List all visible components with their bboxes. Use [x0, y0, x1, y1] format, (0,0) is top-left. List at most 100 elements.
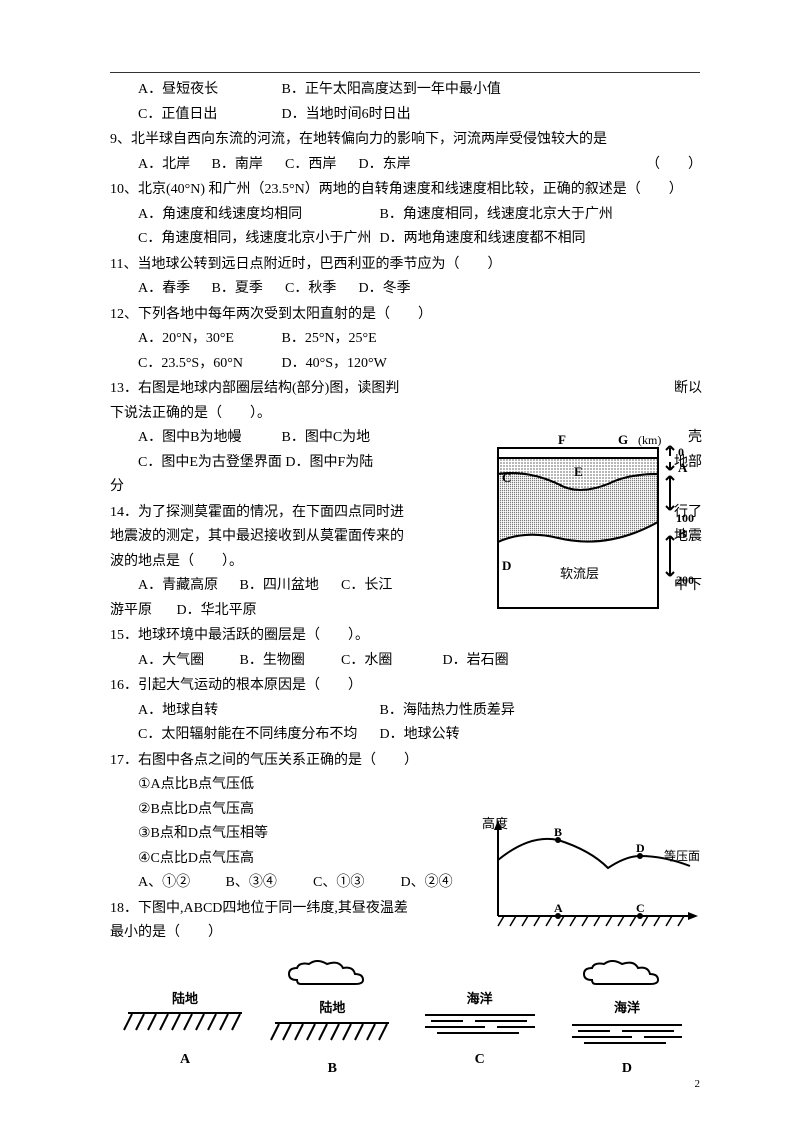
q15-d: D．岩石圈	[443, 653, 509, 668]
q10-d: D．两地角速度和线速度都不相同	[380, 231, 586, 246]
svg-text:E: E	[574, 464, 583, 479]
panel-b-label: 陆地	[267, 997, 397, 1020]
q13-stem-l2: 下说法正确的是（ ）。	[110, 402, 702, 427]
q11-b: B．夏季	[212, 277, 282, 302]
q10-c: C．角速度相同，线速度北京小于广州	[138, 227, 376, 252]
question-10: 10、北京(40°N) 和广州（23.5°N）两地的自转角速度和线速度相比较，正…	[110, 178, 702, 252]
opt-a: A．昼短夜长	[138, 78, 278, 103]
q14-d: D．华北平原	[177, 603, 257, 618]
q9-b: B．南岸	[212, 153, 282, 178]
panel-a: 陆地 A	[120, 960, 250, 1082]
q9-a: A．北岸	[138, 153, 208, 178]
question-body: A．昼短夜长 B．正午太阳高度达到一年中最小值 C．正值日出 D．当地时间6时日…	[110, 78, 702, 1082]
opt-d: D．当地时间6时日出	[282, 103, 422, 128]
question-11: 11、当地球公转到远日点附近时，巴西利亚的季节应为（ ） A．春季 B．夏季 C…	[110, 253, 702, 302]
panel-d-letter: D	[562, 1057, 692, 1082]
question-9: 9、北半球自西向东流的河流，在地转偏向力的影响下，河流两岸受侵蚀较大的是 A．北…	[110, 128, 702, 177]
panel-d: 海洋 D	[562, 960, 692, 1082]
question-15: 15．地球环境中最活跃的圈层是（ ）。 A．大气圈 B．生物圈 C．水圈 D．岩…	[110, 624, 702, 673]
svg-text:F: F	[558, 432, 566, 447]
earth-layers-diagram: 软流层 F G (km) C E D 0 A 100 B 200	[488, 426, 706, 614]
panel-a-letter: A	[120, 1048, 250, 1073]
svg-text:等压面: 等压面	[664, 849, 700, 863]
q15-stem: 15．地球环境中最活跃的圈层是（ ）。	[110, 624, 702, 649]
svg-text:A: A	[678, 460, 688, 475]
panel-b: 陆地 B	[267, 960, 397, 1082]
q12-d: D．40°S，120°W	[282, 356, 387, 371]
q14-a: A．青藏高原	[138, 574, 236, 599]
q9-d: D．东岸	[359, 153, 429, 178]
q12-c: C．23.5°S，60°N	[138, 352, 278, 377]
svg-text:(km): (km)	[638, 433, 661, 447]
cloud-icon	[562, 960, 692, 988]
q13-b: B．图中C为地	[282, 430, 371, 445]
q16-c: C．太阳辐射能在不同纬度分布不均	[138, 723, 376, 748]
q11-a: A．春季	[138, 277, 208, 302]
q13-c: C．图中E为古登堡界面	[138, 451, 282, 476]
q14-b: B．四川盆地	[240, 574, 338, 599]
q9-stem: 9、北半球自西向东流的河流，在地转偏向力的影响下，河流两岸受侵蚀较大的是	[110, 128, 702, 153]
question-12: 12、下列各地中每年两次受到太阳直射的是（ ） A．20°N，30°E B．25…	[110, 303, 702, 377]
svg-text:B: B	[554, 825, 562, 839]
panel-d-label: 海洋	[562, 997, 692, 1020]
q10-b: B．角速度相同，线速度北京大于广州	[380, 207, 613, 222]
q14-c: C．长江	[341, 578, 392, 593]
q9-c: C．西岸	[285, 153, 355, 178]
q14-c2: 游平原	[110, 603, 152, 618]
q9-paren: （ ）	[646, 153, 702, 178]
q17-b: B、③④	[226, 871, 310, 896]
q16-d: D．地球公转	[380, 727, 460, 742]
q12-b: B．25°N，25°E	[282, 331, 377, 346]
panel-row: 陆地 A 陆地	[110, 960, 702, 1082]
q14-l2: 地震波的测定，其中最迟接收到从莫霍面传来的	[110, 525, 404, 550]
q16-a: A．地球自转	[138, 699, 376, 724]
q17-a: A、①②	[138, 871, 222, 896]
hatch-icon	[120, 1012, 250, 1036]
svg-text:G: G	[618, 432, 628, 447]
q17-d: D、②④	[401, 875, 453, 890]
svg-text:B: B	[678, 526, 687, 541]
q11-c: C．秋季	[285, 277, 355, 302]
cloud-icon	[267, 960, 397, 988]
svg-text:A: A	[554, 901, 563, 915]
q15-b: B．生物圈	[240, 649, 338, 674]
page-number: 2	[695, 1075, 701, 1094]
q16-b: B．海陆热力性质差异	[380, 703, 515, 718]
question-16: 16．引起大气运动的根本原因是（ ） A．地球自转 B．海陆热力性质差异 C．太…	[110, 674, 702, 748]
q13-d: D．图中F为陆	[285, 455, 373, 470]
panel-b-letter: B	[267, 1057, 397, 1082]
svg-text:高度: 高度	[482, 816, 508, 831]
q11-d: D．冬季	[359, 277, 429, 302]
svg-text:100: 100	[676, 511, 694, 525]
q15-c: C．水圈	[341, 649, 439, 674]
hatch-icon	[267, 1022, 397, 1046]
q17-stem: 17．右图中各点之间的气压关系正确的是（ ）	[110, 749, 702, 774]
opt-b: B．正午太阳高度达到一年中最小值	[282, 78, 501, 103]
panel-c-label: 海洋	[415, 988, 545, 1011]
water-icon	[415, 1012, 545, 1036]
svg-text:D: D	[636, 841, 645, 855]
q10-a: A．角速度和线速度均相同	[138, 203, 376, 228]
svg-text:C: C	[636, 901, 645, 915]
q13-a: A．图中B为地幔	[138, 426, 278, 451]
q17-c: C、①③	[313, 871, 397, 896]
q14-l1: 14．为了探测莫霍面的情况，在下面四点同时进	[110, 501, 404, 526]
svg-text:0: 0	[678, 445, 684, 459]
pressure-diagram: 高度 等压面 B D A C	[480, 816, 706, 934]
q13-stem-l1: 13．右图是地球内部圈层结构(部分)图，读图判	[110, 377, 399, 402]
svg-text:D: D	[502, 558, 511, 573]
q10-stem: 10、北京(40°N) 和广州（23.5°N）两地的自转角速度和线速度相比较，正…	[110, 178, 702, 203]
q16-stem: 16．引起大气运动的根本原因是（ ）	[110, 674, 702, 699]
q12-stem: 12、下列各地中每年两次受到太阳直射的是（ ）	[110, 303, 702, 328]
q13-stem-l1r: 断以	[674, 377, 702, 402]
q17-i1: ①A点比B点气压低	[110, 773, 702, 798]
soft-layer-label: 软流层	[560, 566, 599, 581]
water-icon	[562, 1022, 692, 1046]
panel-a-label: 陆地	[120, 988, 250, 1011]
panel-c-letter: C	[415, 1048, 545, 1073]
opt-c: C．正值日出	[138, 103, 278, 128]
q15-a: A．大气圈	[138, 649, 236, 674]
panel-c: 海洋 C	[415, 960, 545, 1082]
q11-stem: 11、当地球公转到远日点附近时，巴西利亚的季节应为（ ）	[110, 253, 702, 278]
svg-text:C: C	[502, 470, 511, 485]
